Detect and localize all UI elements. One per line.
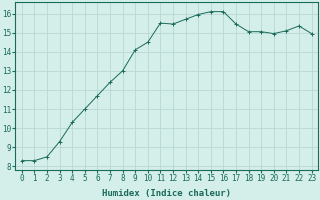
X-axis label: Humidex (Indice chaleur): Humidex (Indice chaleur): [102, 189, 231, 198]
